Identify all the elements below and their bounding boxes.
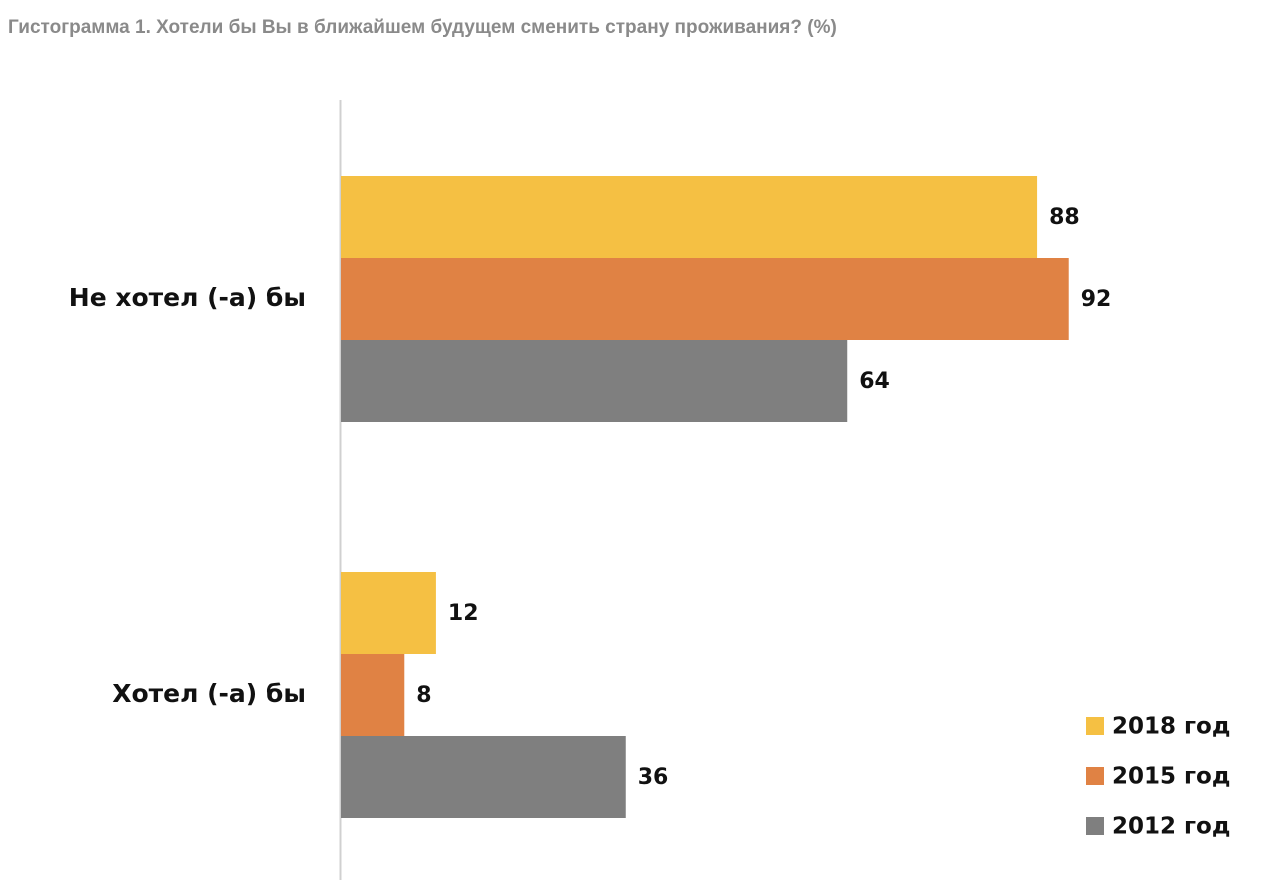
- value-label: 88: [1049, 205, 1080, 230]
- value-label: 8: [416, 683, 431, 708]
- value-label: 92: [1081, 287, 1112, 312]
- legend-label: 2015 год: [1112, 764, 1230, 790]
- value-label: 64: [859, 369, 890, 394]
- bar: [341, 736, 626, 818]
- bar: [341, 340, 848, 422]
- category-label: Не хотел (-а) бы: [69, 283, 306, 312]
- bar: [341, 654, 405, 736]
- value-label: 36: [638, 765, 669, 790]
- chart-title: Гистограмма 1. Хотели бы Вы в ближайшем …: [8, 17, 837, 38]
- bar: [341, 258, 1069, 340]
- bar: [341, 176, 1038, 258]
- legend-swatch: [1086, 717, 1104, 735]
- legend-label: 2018 год: [1112, 714, 1230, 740]
- category-label: Хотел (-а) бы: [112, 679, 306, 708]
- value-label: 12: [448, 601, 479, 626]
- legend-label: 2012 год: [1112, 814, 1230, 840]
- bar: [341, 572, 436, 654]
- legend-swatch: [1086, 817, 1104, 835]
- legend-swatch: [1086, 767, 1104, 785]
